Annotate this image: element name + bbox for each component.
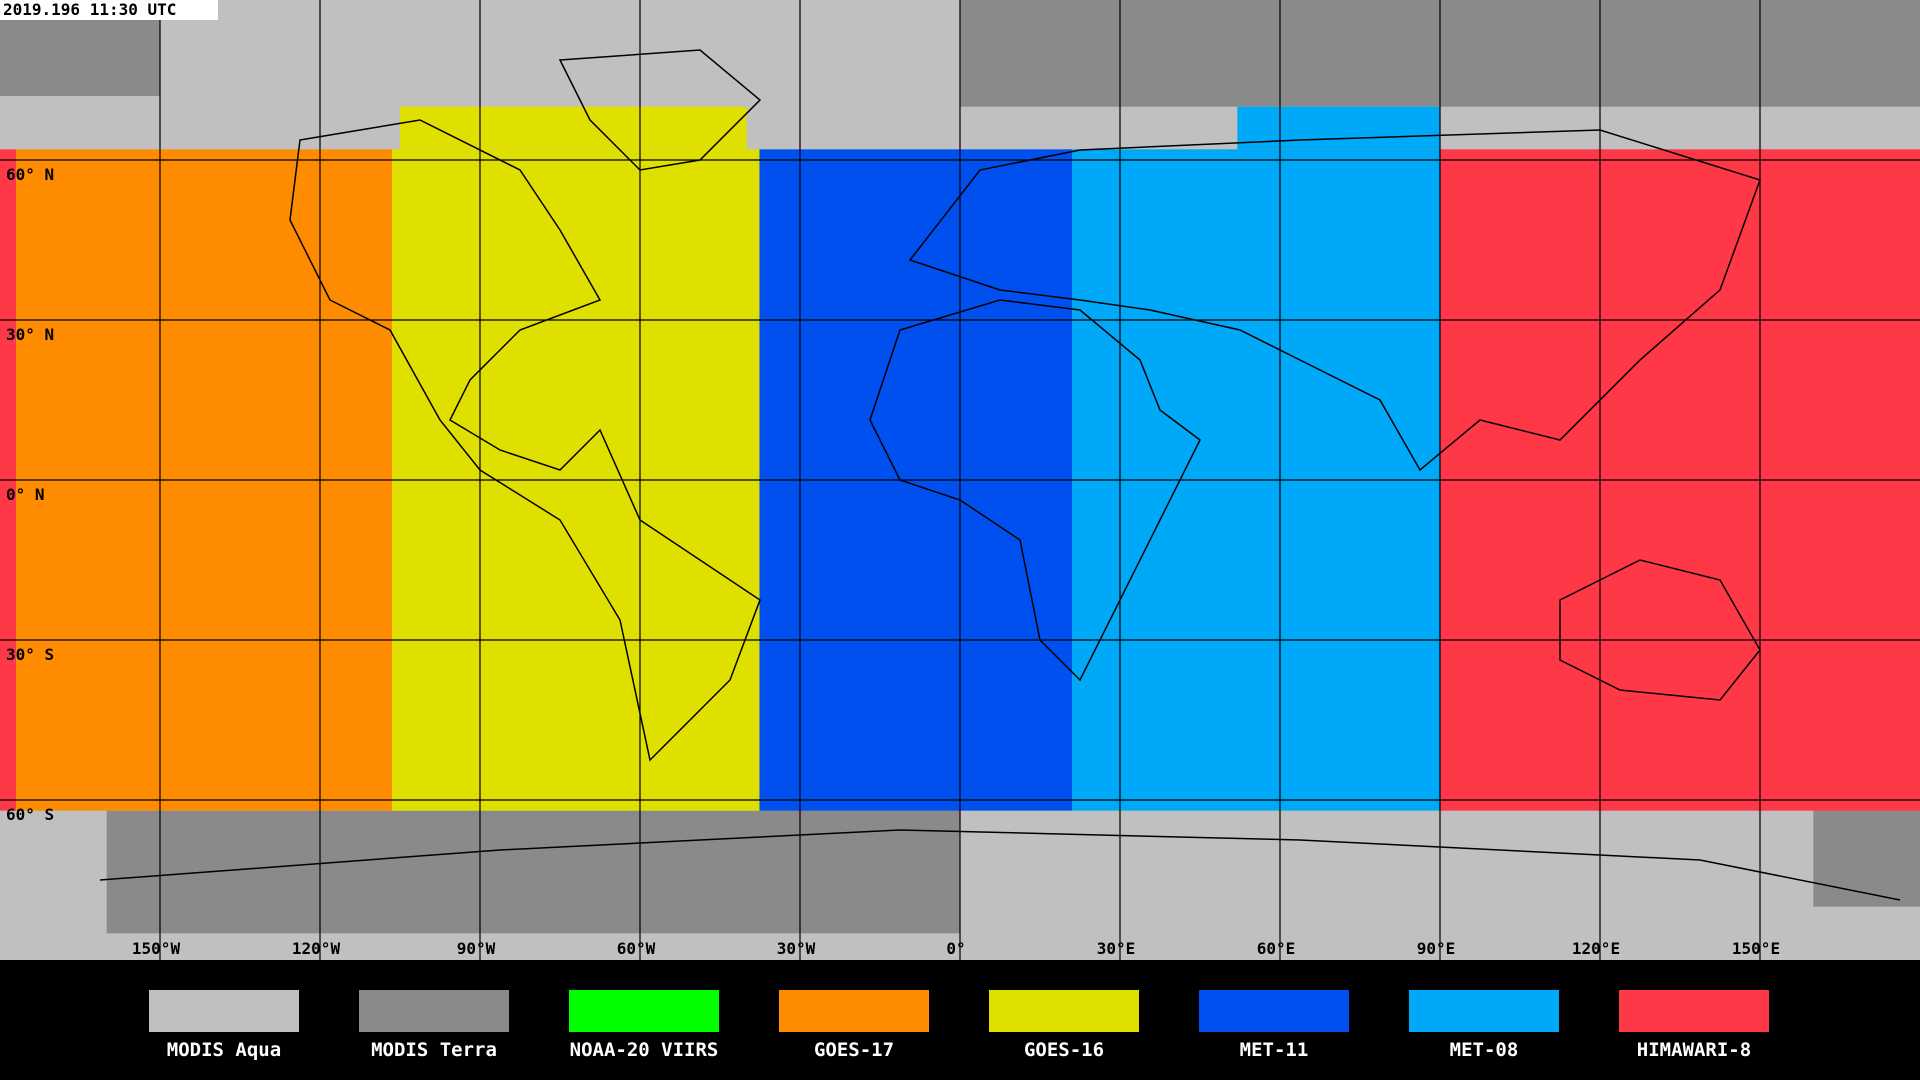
lat-label: 0° N (6, 485, 45, 504)
legend-label: HIMAWARI-8 (1637, 1039, 1751, 1061)
lat-label: 60° S (6, 805, 54, 824)
lon-label: 0° (946, 939, 965, 958)
coverage-band (400, 106, 747, 150)
legend-swatch (1199, 990, 1349, 1032)
legend-swatch (779, 990, 929, 1032)
modis-terra-area (1813, 800, 1920, 907)
lat-label: 30° S (6, 645, 54, 664)
lat-label: 30° N (6, 325, 54, 344)
legend-label: MET-08 (1450, 1039, 1519, 1061)
lon-label: 90°W (457, 939, 496, 958)
lon-label: 30°E (1097, 939, 1136, 958)
coastlines (99, 49, 1901, 901)
legend-swatch (149, 990, 299, 1032)
lat-label: 60° N (6, 165, 54, 184)
lon-label: 150°W (132, 939, 181, 958)
modis-terra-area (106, 810, 960, 934)
legend-swatch (1409, 990, 1559, 1032)
lon-label: 60°E (1257, 939, 1296, 958)
legend-label: NOAA-20 VIIRS (570, 1039, 719, 1061)
legend-swatch (359, 990, 509, 1032)
legend-swatch (989, 990, 1139, 1032)
legend-swatch (1619, 990, 1769, 1032)
graticule-labels: 60° N 30° N 0° N 30° S 60° S 150°W 120°W 90°W 60… (6, 165, 1780, 958)
legend-label: MET-11 (1240, 1039, 1309, 1061)
lon-label: 90°E (1417, 939, 1456, 958)
eurasia-outline (908, 129, 1761, 472)
australia-outline (1559, 559, 1761, 701)
legend: MODIS Aqua MODIS Terra NOAA-20 VIIRS GOES-1… (149, 990, 1769, 1061)
americas-outline (289, 119, 761, 762)
legend-label: MODIS Terra (371, 1039, 497, 1061)
legend-label: GOES-17 (814, 1039, 894, 1061)
coverage-band (1237, 106, 1440, 150)
legend-swatch (569, 990, 719, 1032)
timestamp: 2019.196 11:30 UTC (3, 0, 176, 19)
lon-label: 60°W (617, 939, 656, 958)
legend-label: MODIS Aqua (167, 1039, 281, 1061)
lon-label: 30°W (777, 939, 816, 958)
legend-label: GOES-16 (1024, 1039, 1104, 1061)
lon-label: 120°E (1572, 939, 1620, 958)
lon-label: 120°W (292, 939, 341, 958)
graticule (0, 0, 1920, 960)
antarctica-outline (99, 829, 1901, 901)
lon-label: 150°E (1732, 939, 1780, 958)
timestamp-box (0, 0, 218, 20)
